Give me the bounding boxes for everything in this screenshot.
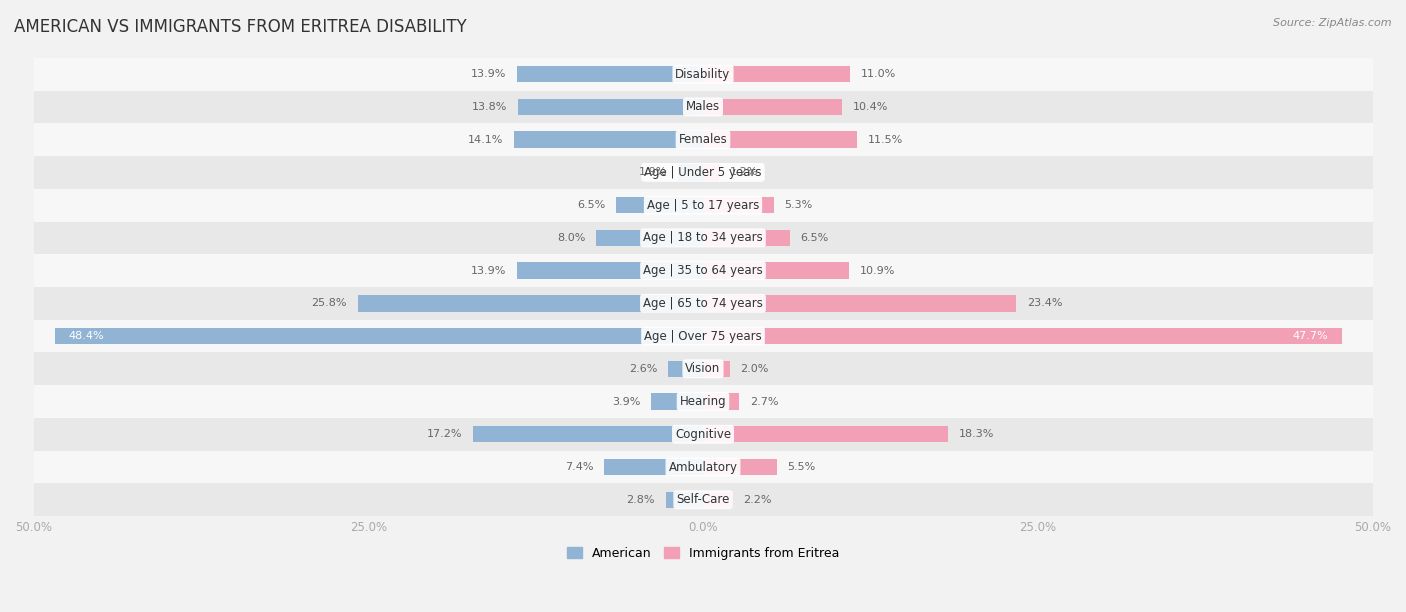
Bar [34,123,1372,156]
Text: Age | Over 75 years: Age | Over 75 years [644,330,762,343]
Bar [703,394,740,409]
Text: 5.3%: 5.3% [785,200,813,210]
Legend: American, Immigrants from Eritrea: American, Immigrants from Eritrea [562,542,844,565]
Text: 13.9%: 13.9% [471,69,506,79]
Text: 8.0%: 8.0% [557,233,585,243]
Bar [34,188,1372,222]
Text: Ambulatory: Ambulatory [668,460,738,474]
Text: 13.8%: 13.8% [472,102,508,112]
Bar [651,394,703,409]
Text: 23.4%: 23.4% [1026,298,1063,308]
Text: Vision: Vision [685,362,721,375]
Bar [34,254,1372,287]
Bar [34,450,1372,483]
Bar [515,132,703,148]
Text: Age | 18 to 34 years: Age | 18 to 34 years [643,231,763,244]
Text: 1.9%: 1.9% [638,168,666,177]
Bar [703,99,842,115]
Bar [34,58,1372,91]
Bar [472,426,703,442]
Bar [34,156,1372,188]
Bar [703,197,773,214]
Text: 6.5%: 6.5% [801,233,830,243]
Text: 47.7%: 47.7% [1292,331,1329,341]
Text: 48.4%: 48.4% [69,331,104,341]
Bar [703,263,849,279]
Bar [703,230,790,246]
Text: 17.2%: 17.2% [426,429,463,439]
Text: 1.2%: 1.2% [730,168,758,177]
Bar [668,360,703,377]
Bar [34,319,1372,353]
Text: 10.4%: 10.4% [853,102,889,112]
Bar [703,426,948,442]
Text: 2.2%: 2.2% [744,494,772,505]
Bar [596,230,703,246]
Bar [34,385,1372,418]
Bar [55,328,703,345]
Text: Age | 65 to 74 years: Age | 65 to 74 years [643,297,763,310]
Text: 18.3%: 18.3% [959,429,994,439]
Bar [703,132,858,148]
Text: Age | 5 to 17 years: Age | 5 to 17 years [647,199,759,212]
Bar [34,483,1372,516]
Text: AMERICAN VS IMMIGRANTS FROM ERITREA DISABILITY: AMERICAN VS IMMIGRANTS FROM ERITREA DISA… [14,18,467,36]
Bar [519,99,703,115]
Text: Age | 35 to 64 years: Age | 35 to 64 years [643,264,763,277]
Text: 11.0%: 11.0% [860,69,896,79]
Text: Hearing: Hearing [679,395,727,408]
Text: Source: ZipAtlas.com: Source: ZipAtlas.com [1274,18,1392,28]
Text: Self-Care: Self-Care [676,493,730,506]
Bar [703,66,851,83]
Bar [703,164,718,181]
Text: 5.5%: 5.5% [787,462,815,472]
Bar [678,164,703,181]
Bar [605,459,703,475]
Bar [665,491,703,508]
Text: 10.9%: 10.9% [859,266,896,275]
Text: 13.9%: 13.9% [471,266,506,275]
Text: 2.0%: 2.0% [741,364,769,374]
Text: Disability: Disability [675,68,731,81]
Text: 14.1%: 14.1% [468,135,503,144]
Bar [34,222,1372,254]
Text: 2.7%: 2.7% [749,397,779,406]
Text: Age | Under 5 years: Age | Under 5 years [644,166,762,179]
Bar [34,91,1372,123]
Text: 6.5%: 6.5% [576,200,605,210]
Text: 25.8%: 25.8% [311,298,347,308]
Text: 7.4%: 7.4% [565,462,593,472]
Bar [517,66,703,83]
Bar [517,263,703,279]
Text: 2.8%: 2.8% [626,494,655,505]
Text: Cognitive: Cognitive [675,428,731,441]
Bar [34,418,1372,450]
Bar [703,459,776,475]
Text: 11.5%: 11.5% [868,135,903,144]
Bar [34,287,1372,319]
Text: 3.9%: 3.9% [612,397,640,406]
Bar [703,360,730,377]
Text: Females: Females [679,133,727,146]
Text: Males: Males [686,100,720,113]
Bar [703,295,1017,312]
Text: 2.6%: 2.6% [628,364,658,374]
Bar [357,295,703,312]
Bar [34,353,1372,385]
Bar [616,197,703,214]
Bar [703,328,1341,345]
Bar [703,491,733,508]
